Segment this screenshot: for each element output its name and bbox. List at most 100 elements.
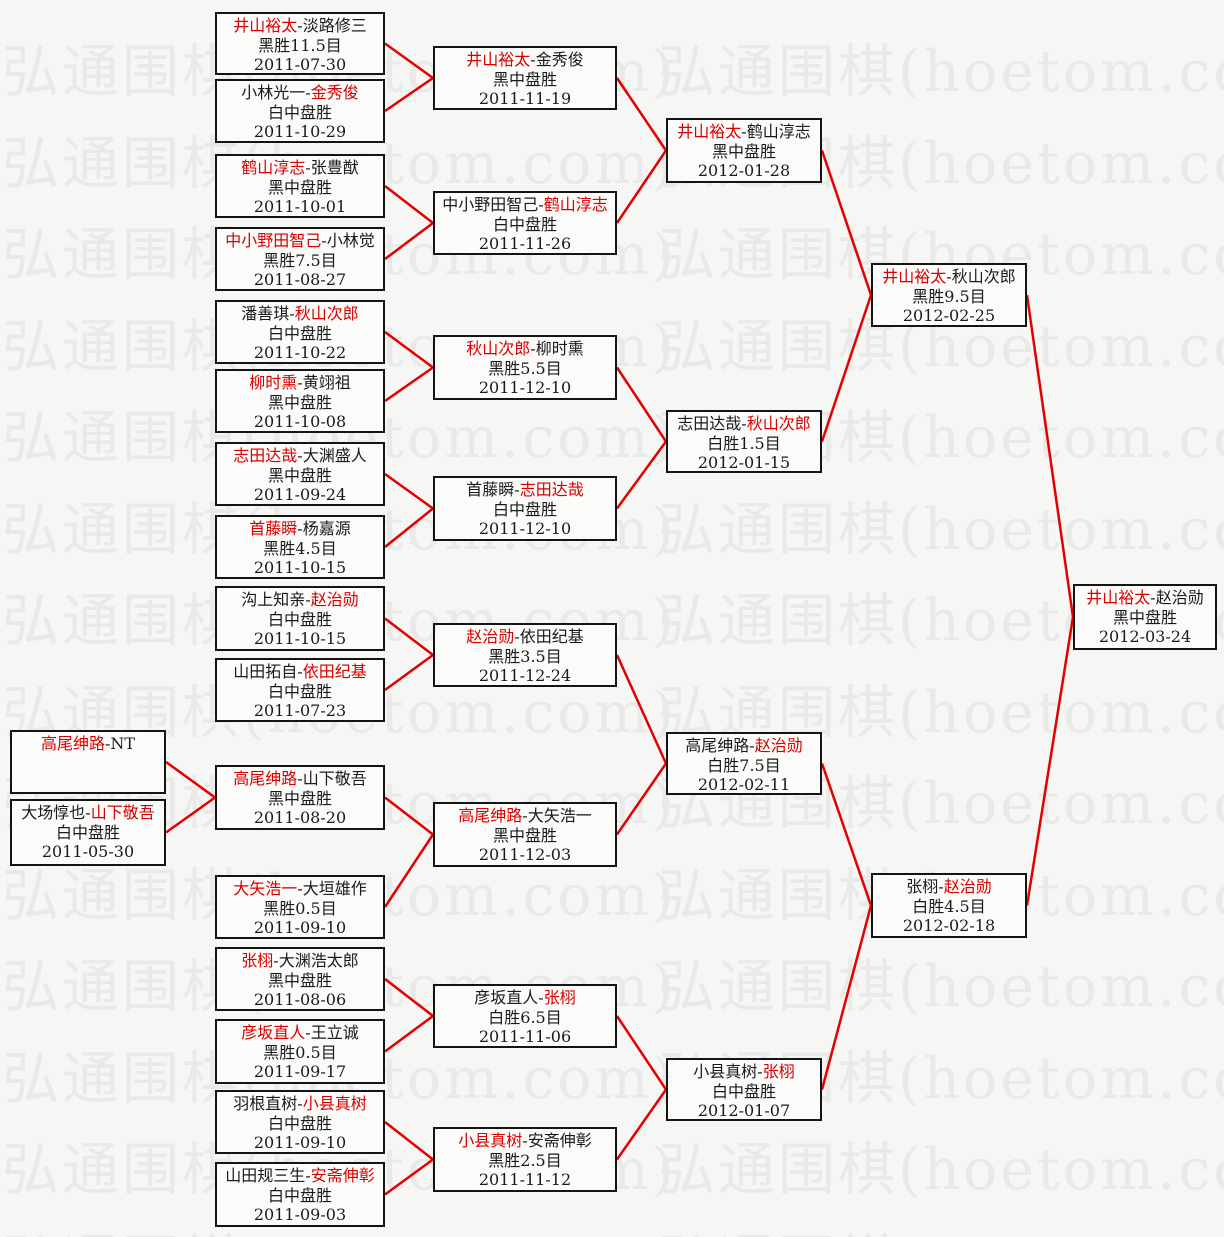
match-box: 张栩-赵治勋 白胜4.5目 2012-02-18 [871, 873, 1027, 938]
player1-name: 小县真树 [693, 1062, 758, 1081]
player2-name: 安斋伸彰 [527, 1131, 592, 1150]
vs-dash: - [297, 769, 303, 788]
match-players: 鹤山淳志-张豊猷 [217, 158, 383, 178]
match-players: 首藤瞬-志田达哉 [435, 480, 615, 500]
match-date: 2011-12-24 [478, 666, 572, 685]
match-players: 小林光一-金秀俊 [217, 83, 383, 103]
match-box: 小林光一-金秀俊 白中盘胜 2011-10-29 [215, 79, 385, 143]
match-players: 志田达哉-秋山次郎 [668, 414, 820, 434]
match-players: 中小野田智己-鹤山淳志 [435, 195, 615, 215]
player2-name: 小县真树 [302, 1094, 367, 1113]
player2-name: 黄翊祖 [302, 373, 351, 392]
player1-name: 柳时熏 [249, 373, 298, 392]
player1-name: 沟上知亲 [241, 590, 306, 609]
vs-dash: - [297, 662, 303, 681]
vs-dash: - [297, 519, 303, 538]
match-result: 黑中盘胜 [267, 392, 332, 412]
match-date: 2011-12-10 [478, 378, 572, 397]
player2-name: 秋山次郎 [951, 267, 1016, 286]
match-box: 大矢浩一-大垣雄作 黑胜0.5目 2011-09-10 [215, 875, 385, 939]
match-result: 黑胜3.5目 [488, 646, 562, 666]
match-box: 高尾绅路-大矢浩一 黑中盘胜 2011-12-03 [433, 802, 617, 867]
player1-name: 井山裕太 [466, 50, 531, 69]
match-box: 张栩-大渊浩太郎 黑中盘胜 2011-08-06 [215, 947, 385, 1011]
connector-line [820, 294, 873, 442]
match-box: 大场惇也-山下敬吾 白中盘胜 2011-05-30 [10, 799, 166, 866]
player2-name: 赵治勋 [754, 736, 803, 755]
match-date: 2011-12-03 [478, 845, 572, 864]
match-box: 小县真树-张栩 白中盘胜 2012-01-07 [666, 1058, 822, 1121]
player2-name: 金秀俊 [310, 83, 359, 102]
match-date: 2012-01-28 [697, 161, 791, 180]
player2-name: 志田达哉 [519, 480, 584, 499]
match-result: 黑中盘胜 [267, 970, 332, 990]
match-players: 井山裕太-金秀俊 [435, 50, 615, 70]
match-date: 2011-10-29 [253, 122, 347, 141]
connector-line [615, 366, 668, 443]
match-result: 黑胜5.5目 [488, 358, 562, 378]
player2-name: 依田纪基 [302, 662, 367, 681]
match-players: 赵治勋-依田纪基 [435, 627, 615, 647]
player1-name: 小县真树 [458, 1131, 523, 1150]
connector-line [384, 507, 434, 548]
match-date: 2012-01-07 [697, 1101, 791, 1120]
vs-dash: - [297, 446, 303, 465]
player2-name: 赵治勋 [943, 877, 992, 896]
player2-name: NT [110, 734, 136, 753]
player2-name: 大渊盛人 [302, 446, 367, 465]
player1-name: 井山裕太 [882, 267, 947, 286]
connector-line [384, 185, 434, 224]
connector-line [384, 42, 434, 80]
match-date: 2011-05-30 [41, 842, 135, 861]
match-result: 黑胜0.5目 [263, 898, 337, 918]
player1-name: 潘善琪 [241, 304, 290, 323]
match-date: 2012-02-18 [902, 916, 996, 935]
match-box: 赵治勋-依田纪基 黑胜3.5目 2011-12-24 [433, 623, 617, 687]
vs-dash: - [522, 1131, 528, 1150]
match-players: 张栩-赵治勋 [873, 877, 1025, 897]
match-result: 白胜1.5目 [707, 433, 781, 453]
match-date: 2011-10-15 [253, 629, 347, 648]
vs-dash: - [946, 267, 952, 286]
player1-name: 中小野田智己 [442, 195, 539, 214]
player2-name: 安斋伸彰 [310, 1166, 375, 1185]
vs-dash: - [938, 877, 944, 896]
match-players: 小县真树-张栩 [668, 1062, 820, 1082]
match-box: 首藤瞬-志田达哉 白中盘胜 2011-12-10 [433, 476, 617, 541]
watermark-text: 弘通围棋(hoetom.com) [2, 1216, 677, 1237]
watermark-text: 弘通围棋(hoetom.com) [658, 954, 1224, 1020]
vs-dash: - [305, 83, 311, 102]
connector-line [615, 440, 668, 510]
connector-line [615, 762, 668, 836]
match-result: 白中盘胜 [492, 499, 557, 519]
match-players: 中小野田智己-小林觉 [217, 231, 383, 251]
match-box: 井山裕太-秋山次郎 黑胜9.5目 2012-02-25 [871, 263, 1027, 327]
watermark-text: 弘通围棋(hoetom.com) [658, 39, 1224, 105]
match-box: 羽根直树-小县真树 白中盘胜 2011-09-10 [215, 1090, 385, 1154]
match-box: 小县真树-安斋伸彰 黑胜2.5目 2011-11-12 [433, 1127, 617, 1192]
player1-name: 志田达哉 [233, 446, 298, 465]
player2-name: 鹤山淳志 [543, 195, 608, 214]
player2-name: 张栩 [762, 1062, 795, 1081]
player1-name: 羽根直树 [233, 1094, 298, 1113]
match-box: 山田拓自-依田纪基 白中盘胜 2011-07-23 [215, 658, 385, 722]
connector-line [384, 330, 434, 369]
match-date: 2011-09-24 [253, 485, 347, 504]
player1-name: 彦坂直人 [241, 1023, 306, 1042]
connector-line [384, 366, 434, 403]
player1-name: 井山裕太 [1086, 588, 1151, 607]
vs-dash: - [297, 879, 303, 898]
match-box: 井山裕太-淡路修三 黑胜11.5目 2011-07-30 [215, 12, 385, 75]
player2-name: 赵治勋 [310, 590, 359, 609]
watermark-text: 弘通围棋(hoetom.com) [658, 1216, 1224, 1237]
connector-line [615, 149, 668, 224]
match-date: 2012-02-25 [902, 306, 996, 325]
vs-dash: - [104, 734, 111, 753]
vs-dash: - [757, 1062, 763, 1081]
vs-dash: - [538, 195, 544, 214]
connector-line [384, 653, 434, 692]
player1-name: 张栩 [906, 877, 939, 896]
match-result: 白中盘胜 [267, 102, 332, 122]
player1-name: 井山裕太 [677, 122, 742, 141]
